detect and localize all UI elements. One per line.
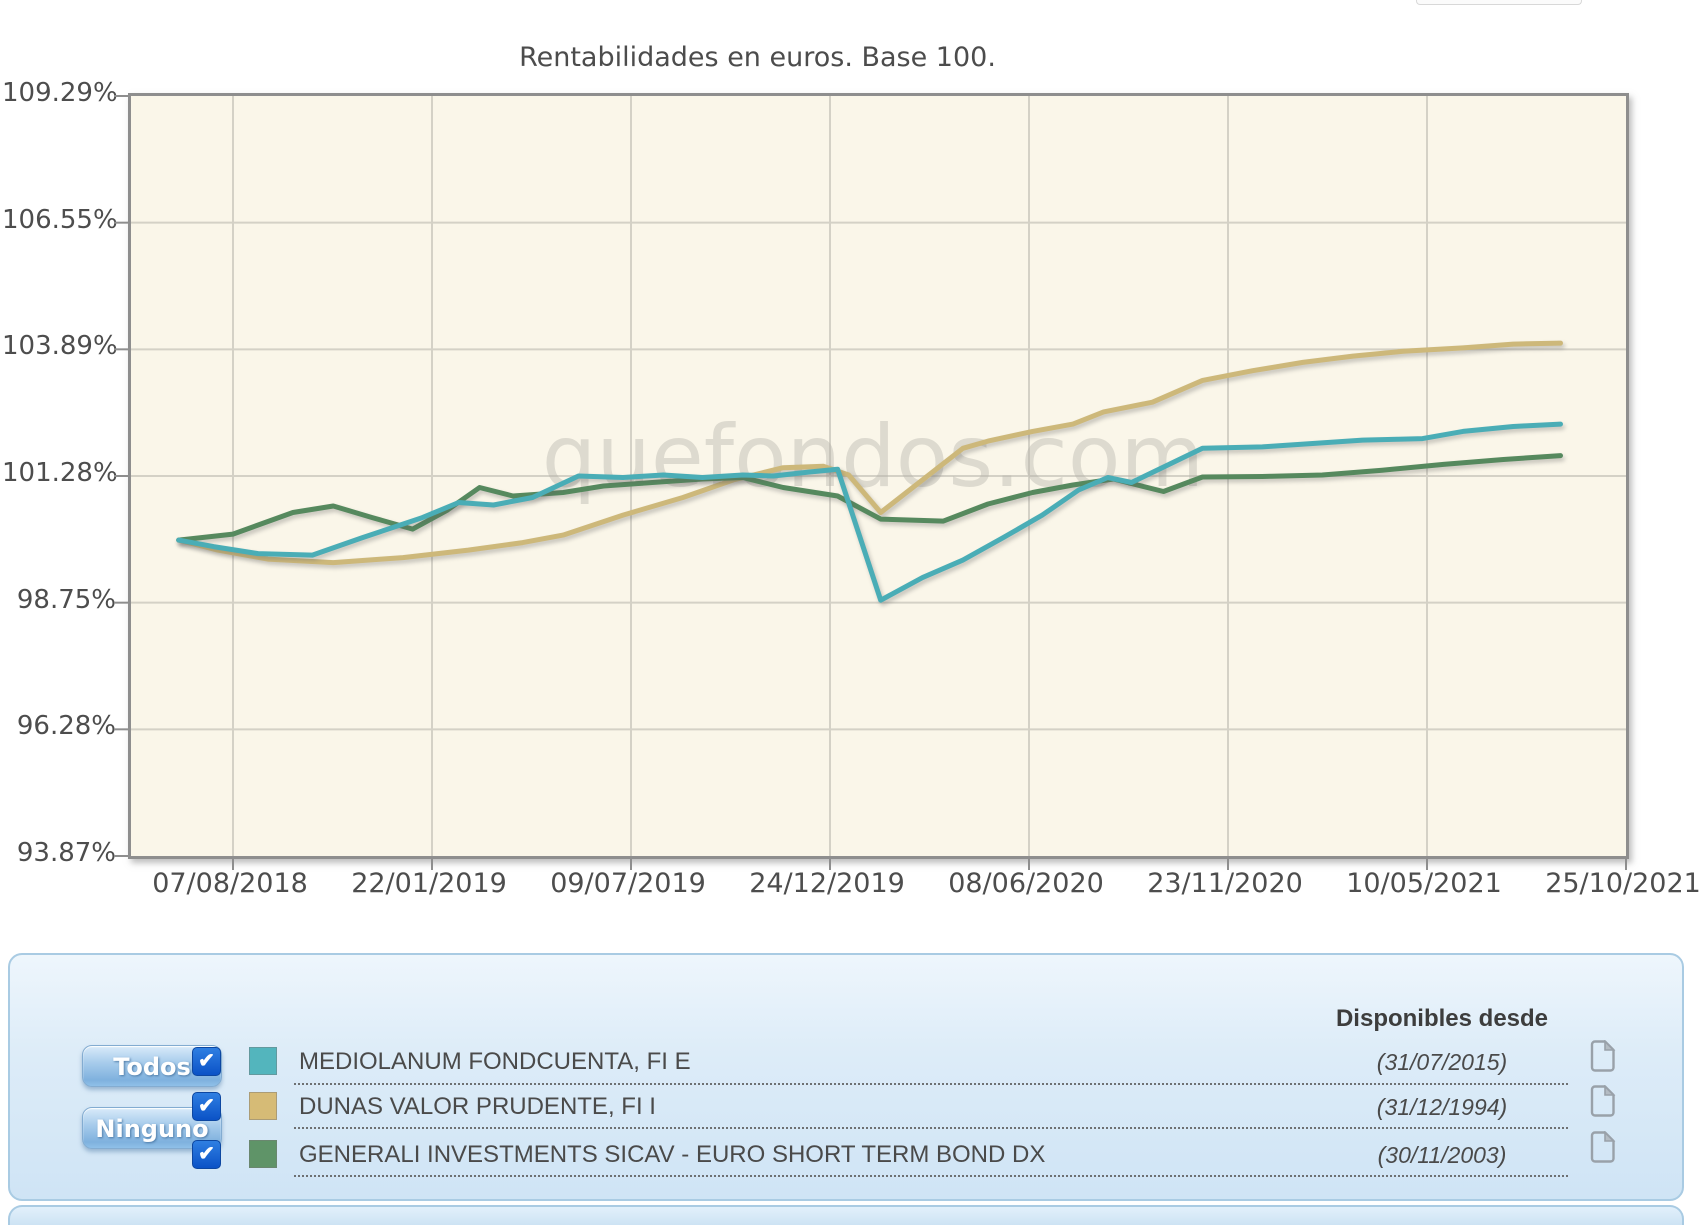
top-cutoff-element bbox=[1416, 0, 1582, 5]
series-line-2 bbox=[176, 453, 1563, 543]
available-since-date: (31/07/2015) bbox=[1376, 1049, 1508, 1075]
series-line-1 bbox=[176, 340, 1563, 566]
fund-name: MEDIOLANUM FONDCUENTA, FI E bbox=[299, 1048, 691, 1075]
bottom-cutoff-panel bbox=[8, 1205, 1684, 1225]
x-axis-label: 25/10/2021 bbox=[1545, 868, 1701, 899]
gridlines bbox=[131, 96, 1626, 856]
chart-title: Rentabilidades en euros. Base 100. bbox=[519, 42, 996, 73]
available-since-date: (30/11/2003) bbox=[1377, 1142, 1507, 1168]
y-axis-label: 98.75% bbox=[16, 584, 116, 615]
watermark-text: quefondos.com bbox=[542, 407, 1204, 507]
y-axis-label: 93.87% bbox=[16, 838, 116, 868]
x-axis-label: 09/07/2019 bbox=[550, 868, 706, 899]
checkbox-check-icon: ✔ bbox=[198, 1050, 215, 1072]
x-axis-label: 23/11/2020 bbox=[1147, 868, 1303, 899]
x-axis-label: 08/06/2020 bbox=[948, 868, 1104, 899]
fund-checkbox[interactable]: ✔ bbox=[192, 1047, 221, 1076]
checkbox-check-icon: ✔ bbox=[198, 1095, 215, 1117]
fund-name: GENERALI INVESTMENTS SICAV - EURO SHORT … bbox=[299, 1141, 1046, 1168]
x-axis-label: 24/12/2019 bbox=[749, 868, 905, 899]
legend-panel: Todos Ninguno Disponibles desde ✔ MEDIOLA… bbox=[8, 953, 1684, 1201]
document-icon[interactable] bbox=[1590, 1130, 1617, 1163]
series-lines bbox=[176, 340, 1563, 603]
x-axis-label: 10/05/2021 bbox=[1346, 868, 1502, 899]
chart-svg: quefondos.com bbox=[114, 95, 1627, 870]
row-separator bbox=[294, 1083, 1568, 1085]
fund-checkbox[interactable]: ✔ bbox=[192, 1140, 221, 1169]
checkbox-check-icon: ✔ bbox=[198, 1143, 215, 1165]
select-none-button[interactable]: Ninguno bbox=[82, 1107, 222, 1149]
y-axis-label: 103.89% bbox=[2, 331, 118, 362]
series-color-swatch bbox=[249, 1047, 277, 1075]
series-line-0 bbox=[176, 421, 1563, 603]
row-separator bbox=[294, 1127, 1568, 1129]
document-icon[interactable] bbox=[1590, 1039, 1617, 1072]
y-axis-label: 101.28% bbox=[2, 458, 118, 488]
x-axis-label: 07/08/2018 bbox=[152, 868, 308, 899]
document-icon[interactable] bbox=[1590, 1084, 1617, 1117]
fund-checkbox[interactable]: ✔ bbox=[192, 1092, 221, 1121]
available-since-header: Disponibles desde bbox=[1335, 1005, 1549, 1032]
axis-tick-marks bbox=[114, 95, 1627, 870]
y-axis-label: 106.55% bbox=[2, 204, 118, 235]
y-axis-label: 96.28% bbox=[16, 711, 116, 742]
x-axis-label: 22/01/2019 bbox=[351, 868, 507, 899]
available-since-date: (31/12/1994) bbox=[1376, 1094, 1508, 1120]
fund-name: DUNAS VALOR PRUDENTE, FI I bbox=[299, 1093, 656, 1120]
chart-plot-area: quefondos.com bbox=[114, 93, 1629, 870]
y-axis-label: 109.29% bbox=[2, 78, 118, 108]
row-separator bbox=[294, 1175, 1568, 1177]
series-color-swatch bbox=[249, 1140, 277, 1168]
series-color-swatch bbox=[249, 1092, 277, 1120]
